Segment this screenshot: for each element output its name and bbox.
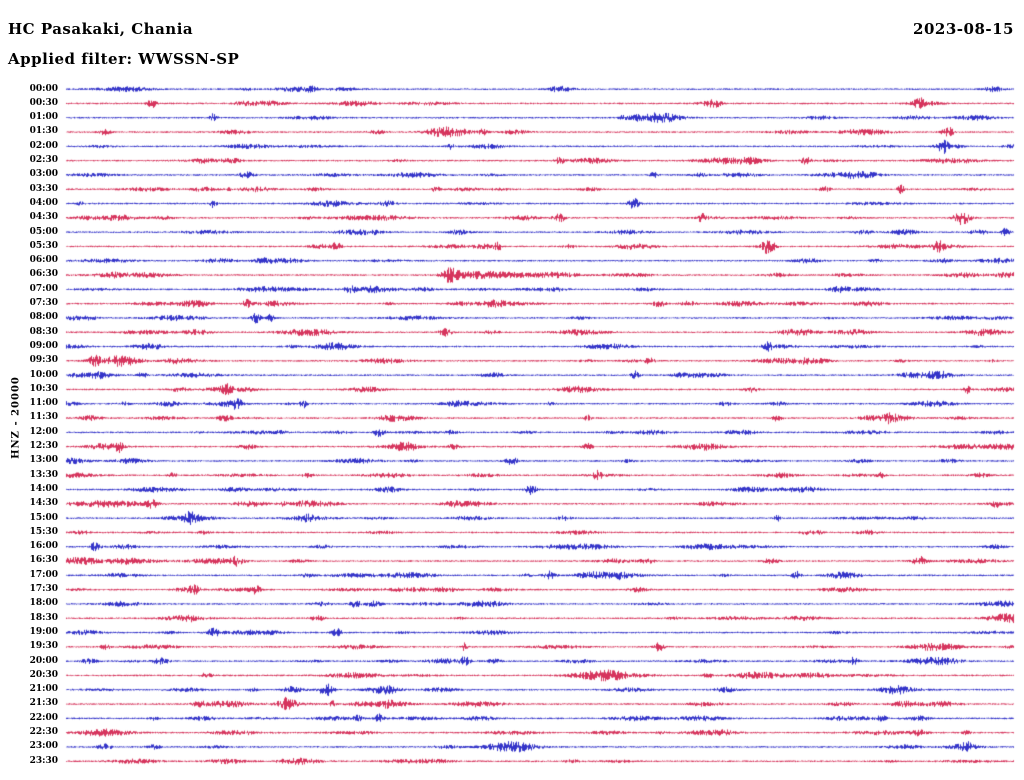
seismogram-traces [0, 0, 1024, 780]
helicorder-page: HC Pasakaki, Chania 2023-08-15 Applied f… [0, 0, 1024, 780]
